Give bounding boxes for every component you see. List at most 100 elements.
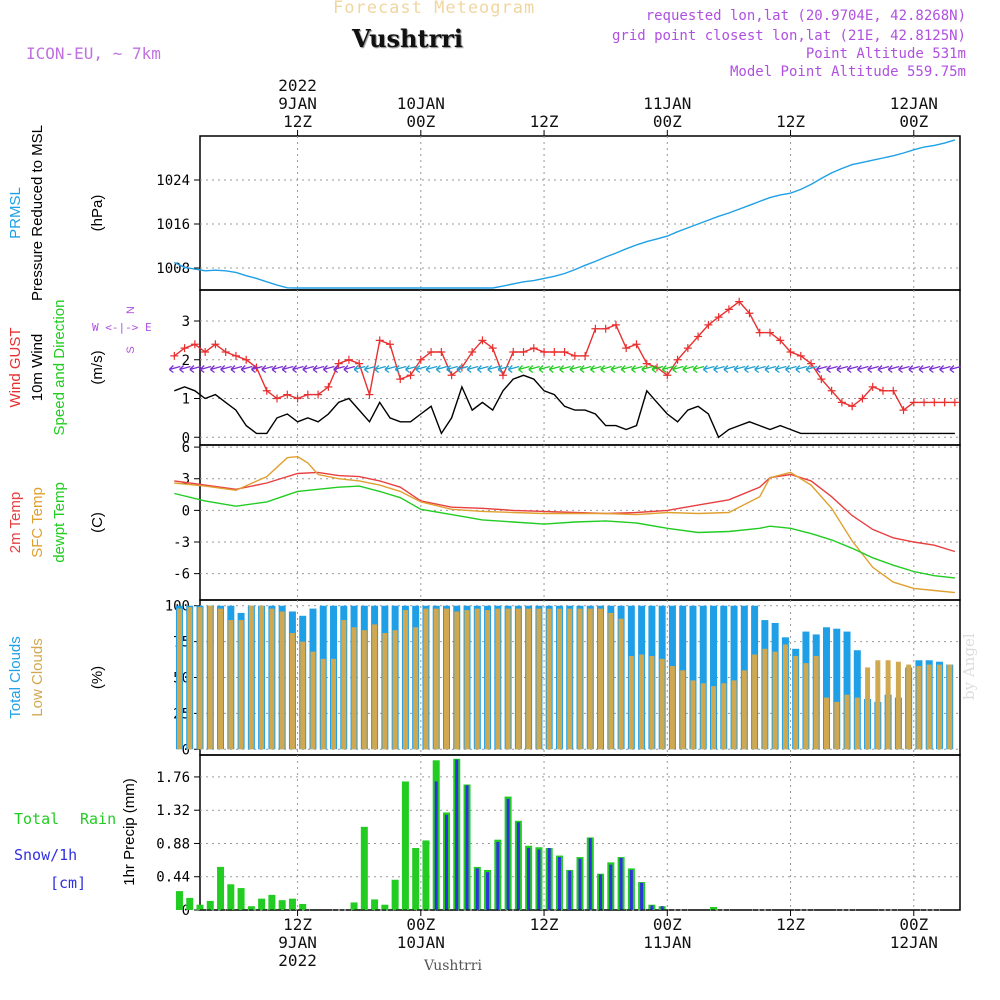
- low-cloud-bar: [341, 620, 347, 750]
- low-cloud-bar: [176, 608, 182, 750]
- rain-bar: [288, 898, 296, 910]
- rain-bar: [196, 904, 204, 910]
- low-cloud-bar: [711, 686, 717, 750]
- temp-ytick-label: -6: [173, 567, 190, 583]
- low-cloud-bar: [926, 664, 932, 750]
- temp-line-2m-temp: [174, 471, 956, 553]
- low-cloud-bar: [577, 608, 583, 750]
- wind-arrow: [713, 365, 725, 374]
- wind-arrow: [394, 365, 407, 374]
- wind-arrow: [856, 365, 869, 374]
- top-time-label: 00Z: [406, 112, 435, 131]
- low-cloud-bar: [916, 666, 922, 750]
- low-cloud-bar: [947, 664, 953, 750]
- wind-arrow: [661, 365, 674, 374]
- gust-marker: [355, 359, 364, 368]
- low-cloud-bar: [351, 627, 357, 750]
- snow-bar: [455, 759, 459, 910]
- rain-bar: [175, 891, 183, 910]
- gust-marker: [766, 328, 774, 337]
- wind-arrow: [867, 365, 879, 374]
- wind-arrow: [754, 365, 766, 374]
- total-cloud-bar: [710, 605, 718, 750]
- gust-marker: [519, 348, 528, 356]
- snow-bar: [527, 848, 531, 910]
- low-cloud-bar: [443, 608, 449, 750]
- gust-marker: [211, 340, 220, 349]
- wind-arrow: [600, 365, 612, 374]
- snow-bar: [465, 785, 469, 910]
- wind-arrow: [425, 365, 438, 374]
- low-cloud-bar: [546, 608, 552, 750]
- wind-arrow: [189, 365, 202, 374]
- low-cloud-bar: [772, 651, 778, 750]
- low-cloud-bar: [556, 608, 562, 750]
- gust-marker: [468, 348, 477, 356]
- total-cloud-bar: [720, 605, 728, 750]
- low-cloud-bar: [289, 633, 295, 750]
- rain-bar: [710, 906, 718, 910]
- low-cloud-bar: [813, 655, 819, 750]
- rain-bar: [206, 900, 214, 910]
- wind-arrow: [795, 365, 807, 374]
- wind-arrow: [199, 365, 212, 374]
- wind-arrow: [918, 365, 931, 374]
- temp-line-sfc-temp: [174, 455, 955, 594]
- clouds-unit: (%): [89, 666, 106, 689]
- wind-arrow: [774, 365, 787, 374]
- low-cloud-bar: [248, 605, 254, 750]
- gust-marker: [642, 359, 651, 368]
- low-cloud-bar: [372, 624, 378, 750]
- wind-arrow: [220, 365, 232, 374]
- gust-marker: [683, 344, 692, 353]
- bottom-time-label: 12Z: [776, 915, 805, 934]
- low-cloud-bar: [464, 610, 470, 750]
- rain-bar: [268, 894, 276, 910]
- low-cloud-bar: [454, 611, 460, 750]
- gust-marker: [406, 371, 415, 380]
- gust-marker: [550, 348, 559, 356]
- gust-marker: [570, 351, 579, 360]
- low-cloud-bar: [741, 670, 747, 750]
- precip-ytick-label: 1.76: [156, 770, 190, 786]
- gust-marker: [478, 336, 487, 345]
- top-time-label: 2022: [278, 76, 317, 95]
- bottom-time-label: 10JAN: [397, 933, 445, 952]
- low-cloud-bar: [936, 664, 942, 750]
- wind-arrow: [312, 365, 325, 374]
- rain-bar: [401, 781, 409, 910]
- low-cloud-bar: [587, 608, 593, 750]
- temp-ytick-label: 0: [182, 503, 190, 519]
- watermark: by Angel: [960, 633, 978, 700]
- wind-arrow: [743, 365, 756, 374]
- wind-arrow: [466, 365, 479, 374]
- gust-marker: [776, 336, 785, 345]
- wind-arrow: [579, 365, 592, 374]
- gust-marker: [416, 355, 425, 364]
- gust-marker: [540, 348, 549, 356]
- low-cloud-bar: [639, 654, 645, 750]
- snow-bar: [640, 882, 644, 910]
- snow-bar: [599, 874, 603, 910]
- low-cloud-bar: [382, 633, 388, 750]
- gust-marker: [581, 351, 590, 360]
- bottom-time-label: 00Z: [406, 915, 435, 934]
- temp-ytick-label: 6: [182, 440, 190, 456]
- low-cloud-bar: [259, 605, 265, 750]
- rain-bar: [278, 900, 286, 910]
- gust-marker: [940, 398, 949, 407]
- low-cloud-bar: [895, 661, 901, 750]
- pressure-ytick-label: 1024: [156, 173, 190, 189]
- wind-arrow: [672, 365, 684, 374]
- precip-ytick-label: 0.44: [156, 870, 190, 886]
- wind-arrow: [826, 365, 838, 374]
- temp-ylabel: 2m Temp: [7, 492, 24, 553]
- low-cloud-bar: [320, 658, 326, 750]
- gust-marker: [324, 382, 333, 391]
- wind-arrow: [446, 365, 458, 374]
- temp-unit: (C): [89, 512, 106, 533]
- precip-ytick-label: 0.88: [156, 836, 190, 852]
- forecast-meteogram-title: Forecast Meteogram: [333, 0, 536, 18]
- rain-bar: [186, 897, 194, 910]
